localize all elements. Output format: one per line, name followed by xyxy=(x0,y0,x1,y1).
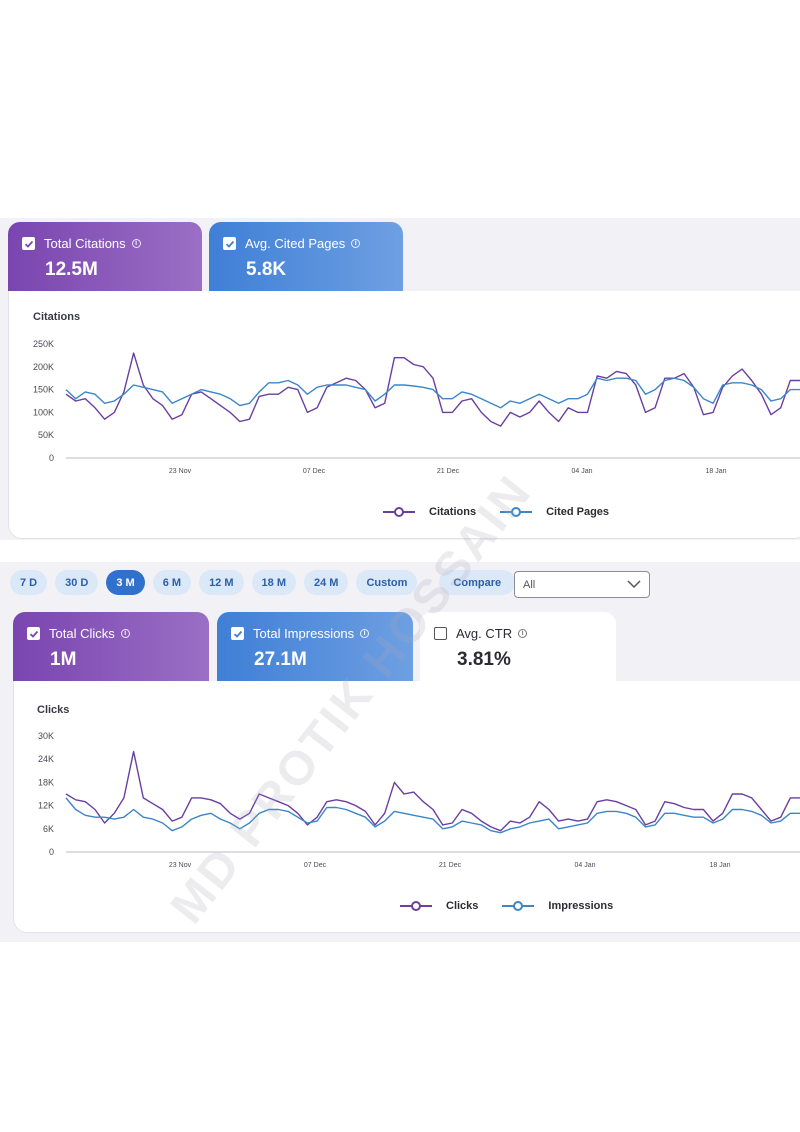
legend-label: Citations xyxy=(429,506,477,518)
range-12m-button[interactable]: 12 M xyxy=(199,570,244,595)
filter-select[interactable]: All xyxy=(514,571,650,598)
checkbox-checked-icon[interactable] xyxy=(22,237,35,250)
range-custom-button[interactable]: Custom xyxy=(356,570,418,595)
checkbox-unchecked-icon[interactable] xyxy=(434,627,447,640)
card-value: 5.8K xyxy=(246,259,287,280)
checkbox-checked-icon[interactable] xyxy=(27,627,40,640)
card-value: 3.81% xyxy=(457,649,511,670)
legend-line-icon xyxy=(502,901,535,911)
card-label: Total Citations xyxy=(44,236,126,251)
total-clicks-card[interactable]: Total Clicks i 1M xyxy=(13,612,209,682)
legend-item-citations[interactable]: Citations xyxy=(383,506,476,518)
legend-line-icon xyxy=(383,507,415,517)
citations-legend: Citations Cited Pages xyxy=(383,506,633,518)
card-value: 12.5M xyxy=(45,259,98,280)
info-icon[interactable]: i xyxy=(120,629,130,638)
legend-label: Cited Pages xyxy=(546,506,610,518)
info-icon[interactable]: i xyxy=(518,629,528,638)
range-7d-button[interactable]: 7 D xyxy=(10,570,48,595)
chart-title: Clicks xyxy=(37,704,70,716)
range-18m-button[interactable]: 18 M xyxy=(251,570,296,595)
date-range-selector: 7 D 30 D 3 M 6 M 12 M 18 M 24 M Custom C… xyxy=(10,570,523,595)
card-label: Avg. CTR xyxy=(456,626,513,641)
legend-label: Impressions xyxy=(548,900,614,912)
chart-title: Citations xyxy=(33,311,81,323)
range-30d-button[interactable]: 30 D xyxy=(55,570,99,595)
legend-label: Clicks xyxy=(446,900,479,912)
range-3m-button[interactable]: 3 M xyxy=(106,570,145,595)
card-label: Total Clicks xyxy=(49,626,115,641)
select-value: All xyxy=(523,578,536,591)
info-icon[interactable]: i xyxy=(131,239,141,248)
compare-button[interactable]: Compare xyxy=(439,570,516,595)
card-label: Total Impressions xyxy=(253,626,355,641)
avg-ctr-card[interactable]: Avg. CTR i 3.81% xyxy=(420,612,616,682)
card-label: Avg. Cited Pages xyxy=(245,236,346,251)
clicks-chart-container: Clicks xyxy=(13,681,800,933)
card-value: 1M xyxy=(50,649,77,670)
legend-item-clicks[interactable]: Clicks xyxy=(400,900,478,912)
checkbox-checked-icon[interactable] xyxy=(231,627,244,640)
chevron-down-icon xyxy=(627,580,641,589)
checkbox-checked-icon[interactable] xyxy=(223,237,236,250)
info-icon[interactable]: i xyxy=(360,629,370,638)
card-value: 27.1M xyxy=(254,649,307,670)
avg-cited-pages-card[interactable]: Avg. Cited Pages i 5.8K xyxy=(209,222,403,292)
total-impressions-card[interactable]: Total Impressions i 27.1M xyxy=(217,612,413,682)
info-icon[interactable]: i xyxy=(351,239,361,248)
citations-chart-container: Citations xyxy=(8,291,800,539)
range-6m-button[interactable]: 6 M xyxy=(152,570,192,595)
legend-item-cited-pages[interactable]: Cited Pages xyxy=(500,506,609,518)
legend-line-icon xyxy=(400,901,432,911)
range-24m-button[interactable]: 24 M xyxy=(304,570,349,595)
clicks-legend: Clicks Impressions xyxy=(400,900,637,912)
total-citations-card[interactable]: Total Citations i 12.5M xyxy=(8,222,202,292)
legend-line-icon xyxy=(500,507,533,517)
legend-item-impressions[interactable]: Impressions xyxy=(502,900,613,912)
